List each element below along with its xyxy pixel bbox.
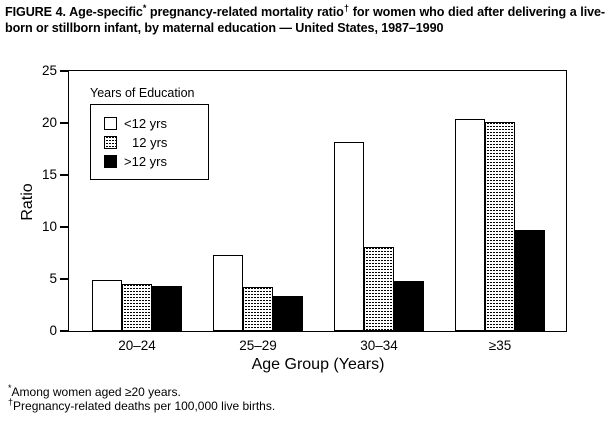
- asterisk-marker: *: [8, 383, 12, 393]
- y-tick-mark: [60, 278, 68, 280]
- footnote-dagger: †Pregnancy-related deaths per 100,000 li…: [8, 397, 276, 414]
- x-axis-label: Age Group (Years): [251, 356, 385, 373]
- title-text-3: for women who died after delivering a li…: [5, 5, 606, 35]
- x-tick-label: 25–29: [239, 338, 277, 353]
- y-tick-label: 20: [41, 115, 57, 130]
- x-tick-label: ≥35: [488, 338, 512, 353]
- legend-title: Years of Education: [90, 86, 195, 100]
- bar-black-group3: [394, 281, 424, 331]
- title-text-2: pregnancy-related mortality ratio: [146, 5, 344, 19]
- footnotes: *Among women aged ≥20 years. †Pregnancy-…: [8, 383, 276, 414]
- legend-swatch-white: [104, 117, 117, 130]
- legend-item-label: <12 yrs: [124, 116, 167, 131]
- y-tick-mark: [60, 330, 68, 332]
- y-tick-label: 15: [41, 167, 57, 182]
- legend: Years of Education <12 yrs 12 yrs >12 yrs: [90, 86, 209, 180]
- y-tick-label: 5: [49, 271, 57, 286]
- y-tick-mark: [60, 122, 68, 124]
- bar-white-group3: [334, 141, 364, 331]
- dagger-marker: †: [8, 397, 14, 407]
- bar-black-group4: [515, 230, 545, 331]
- footnote-asterisk-text: Among women aged ≥20 years.: [11, 385, 181, 399]
- y-tick-mark: [60, 174, 68, 176]
- footnote-asterisk: *Among women aged ≥20 years.: [8, 383, 275, 400]
- y-tick-mark: [60, 226, 68, 228]
- bar-dotted-group4: [485, 121, 515, 331]
- plot-box: Years of Education <12 yrs 12 yrs >12 yrs …: [42, 63, 567, 353]
- footnote-dagger-text: Pregnancy-related deaths per 100,000 liv…: [13, 399, 276, 413]
- legend-item-label: 12 yrs: [132, 135, 168, 150]
- bar-dotted-group3: [364, 246, 394, 331]
- bar-dotted-group2: [243, 287, 273, 331]
- bar-black-group2: [273, 295, 303, 331]
- title-text-1: FIGURE 4. Age-specific: [5, 5, 143, 19]
- title-asterisk-marker: *: [142, 2, 147, 13]
- legend-box: <12 yrs 12 yrs >12 yrs: [90, 104, 209, 180]
- x-tick-label: 30–34: [360, 338, 398, 353]
- bar-white-group4: [455, 118, 485, 331]
- legend-item: >12 yrs: [104, 154, 208, 169]
- x-tick-label: 20–24: [118, 338, 156, 353]
- title-dagger-marker: †: [343, 2, 350, 13]
- figure-title: FIGURE 4. Age-specific* pregnancy-relate…: [5, 2, 606, 36]
- legend-swatch-black: [104, 155, 117, 168]
- y-tick-mark: [60, 70, 68, 72]
- y-tick-label: 25: [41, 63, 57, 78]
- y-tick-label: 0: [49, 323, 57, 338]
- legend-swatch-dotted: [104, 136, 117, 149]
- bar-dotted-group1: [122, 284, 152, 331]
- bar-white-group2: [213, 255, 243, 331]
- legend-item: 12 yrs: [104, 135, 208, 150]
- legend-item: <12 yrs: [104, 116, 208, 131]
- y-axis-label: Ratio: [19, 183, 36, 221]
- bar-black-group1: [152, 286, 182, 331]
- y-tick-label: 10: [41, 219, 57, 234]
- bar-white-group1: [92, 280, 122, 331]
- legend-item-label: >12 yrs: [124, 154, 167, 169]
